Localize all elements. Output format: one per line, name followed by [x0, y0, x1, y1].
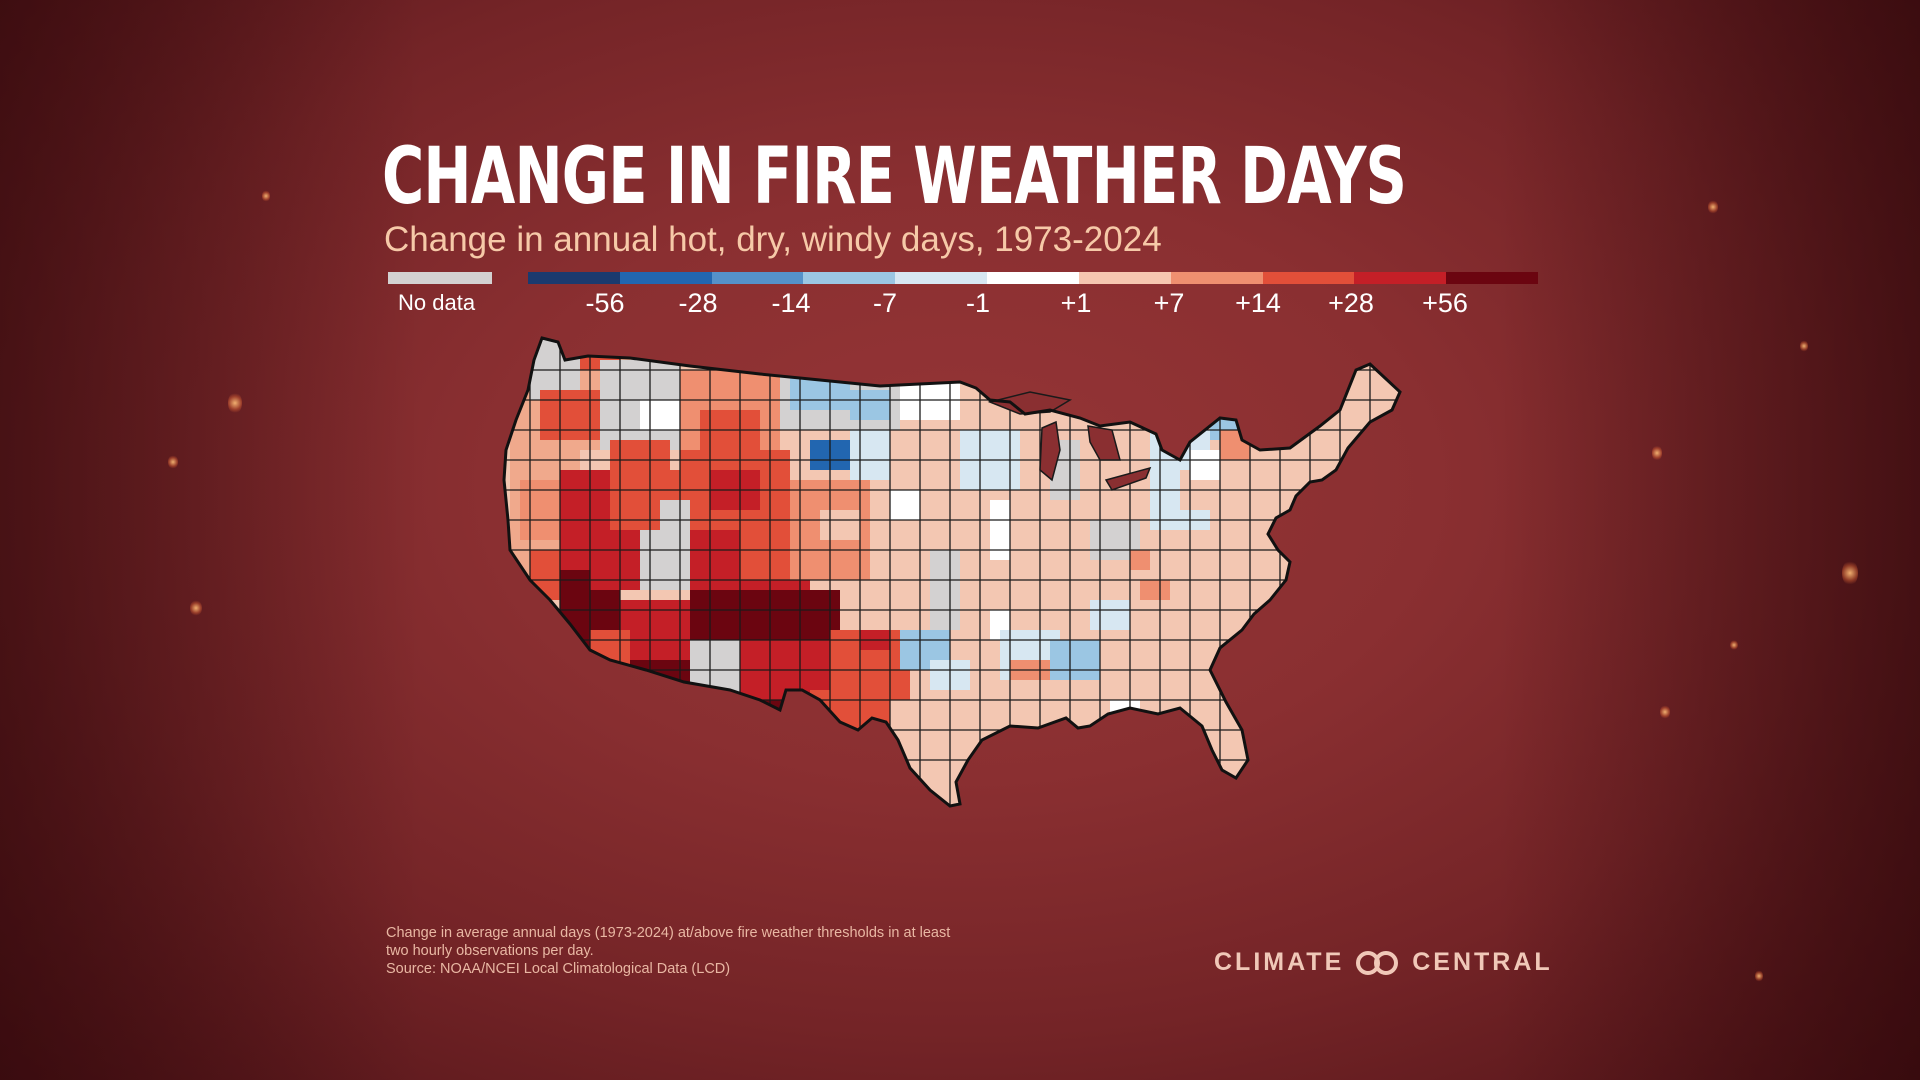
page-title: CHANGE IN FIRE WEATHER DAYS [382, 132, 1407, 222]
legend-tick: -28 [678, 288, 718, 318]
ember-particle [1708, 200, 1718, 214]
region-fill [810, 750, 870, 806]
legend-swatch [528, 272, 620, 284]
legend-tick: +14 [1235, 288, 1281, 318]
region-fill [610, 660, 700, 720]
region-fill [540, 390, 600, 440]
legend-tick: -14 [771, 288, 811, 318]
no-data-label: No data [398, 290, 476, 315]
legend-swatch [619, 272, 712, 284]
region-fill [1130, 730, 1160, 780]
region-fill [1090, 600, 1130, 630]
region-fill [1220, 430, 1250, 460]
legend-swatch [711, 272, 804, 284]
legend-tick: -56 [585, 288, 625, 318]
legend-swatch [1262, 272, 1355, 284]
legend-swatch [1170, 272, 1263, 284]
legend-swatch [987, 272, 1079, 284]
region-fill [820, 510, 860, 540]
climate-central-logo: CLIMATE CENTRAL [1214, 948, 1553, 977]
color-legend: No data -56 -28 -14 -7 -1 +1 +7 +14 +28 … [388, 272, 1538, 332]
region-fill [1110, 700, 1140, 740]
us-choropleth-map [502, 336, 1402, 808]
region-fill [520, 480, 560, 540]
region-fill [640, 400, 680, 430]
region-fill [1050, 640, 1100, 680]
ember-particle [1800, 340, 1808, 352]
legend-tick: +56 [1422, 288, 1468, 318]
lake-michigan [1039, 420, 1061, 482]
region-fill [890, 490, 920, 520]
ember-particle [1730, 640, 1738, 650]
legend-swatch [1446, 272, 1538, 284]
legend-swatch [1354, 272, 1447, 284]
ember-particle [1755, 970, 1763, 982]
lake-erie [1104, 466, 1152, 491]
footnote-line: two hourly observations per day. [386, 943, 594, 959]
legend-swatch [1078, 272, 1171, 284]
region-fill [620, 600, 700, 660]
ember-particle [1652, 445, 1662, 461]
region-fill [900, 370, 960, 420]
legend-tick: +28 [1328, 288, 1374, 318]
lake-huron [1087, 425, 1121, 461]
region-fill [1130, 550, 1150, 570]
footnote-source: Source: NOAA/NCEI Local Climatological D… [386, 961, 731, 977]
footnote: Change in average annual days (1973-2024… [386, 924, 1006, 978]
map-regions [504, 338, 1400, 806]
region-fill [990, 500, 1010, 560]
logo-right-text: CENTRAL [1412, 948, 1553, 976]
logo-left-text: CLIMATE [1214, 948, 1345, 976]
legend-tick: +1 [1060, 288, 1092, 318]
color-scale-bar [528, 272, 1538, 284]
ember-particle [190, 600, 202, 616]
footnote-line: Change in average annual days (1973-2024… [386, 925, 951, 941]
legend-swatch [803, 272, 896, 284]
page-subtitle: Change in annual hot, dry, windy days, 1… [384, 220, 1162, 259]
region-fill [930, 550, 960, 630]
region-fill [850, 430, 890, 480]
region-fill [690, 640, 740, 710]
ember-particle [262, 190, 270, 202]
region-fill [1210, 360, 1270, 440]
ember-particle [1842, 560, 1858, 586]
region-fill [750, 700, 830, 770]
legend-tick: -7 [872, 288, 898, 318]
legend-tick: -1 [965, 288, 991, 318]
ember-particle [228, 392, 242, 414]
region-fill [1140, 580, 1170, 600]
region-fill [1190, 450, 1220, 480]
ember-particle [1660, 705, 1670, 719]
region-fill [790, 370, 850, 410]
ember-particle [168, 455, 178, 469]
legend-tick: +7 [1153, 288, 1185, 318]
region-fill [850, 390, 890, 420]
legend-swatch [895, 272, 988, 284]
climate-central-rings-icon [1356, 950, 1399, 975]
no-data-swatch [388, 272, 492, 284]
